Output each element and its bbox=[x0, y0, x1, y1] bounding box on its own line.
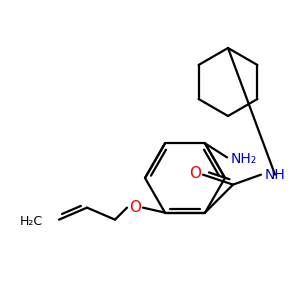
Text: O: O bbox=[189, 166, 201, 181]
Text: H₂C: H₂C bbox=[20, 215, 43, 228]
Text: NH₂: NH₂ bbox=[231, 152, 257, 167]
Text: NH: NH bbox=[265, 168, 286, 182]
Text: O: O bbox=[129, 200, 141, 215]
